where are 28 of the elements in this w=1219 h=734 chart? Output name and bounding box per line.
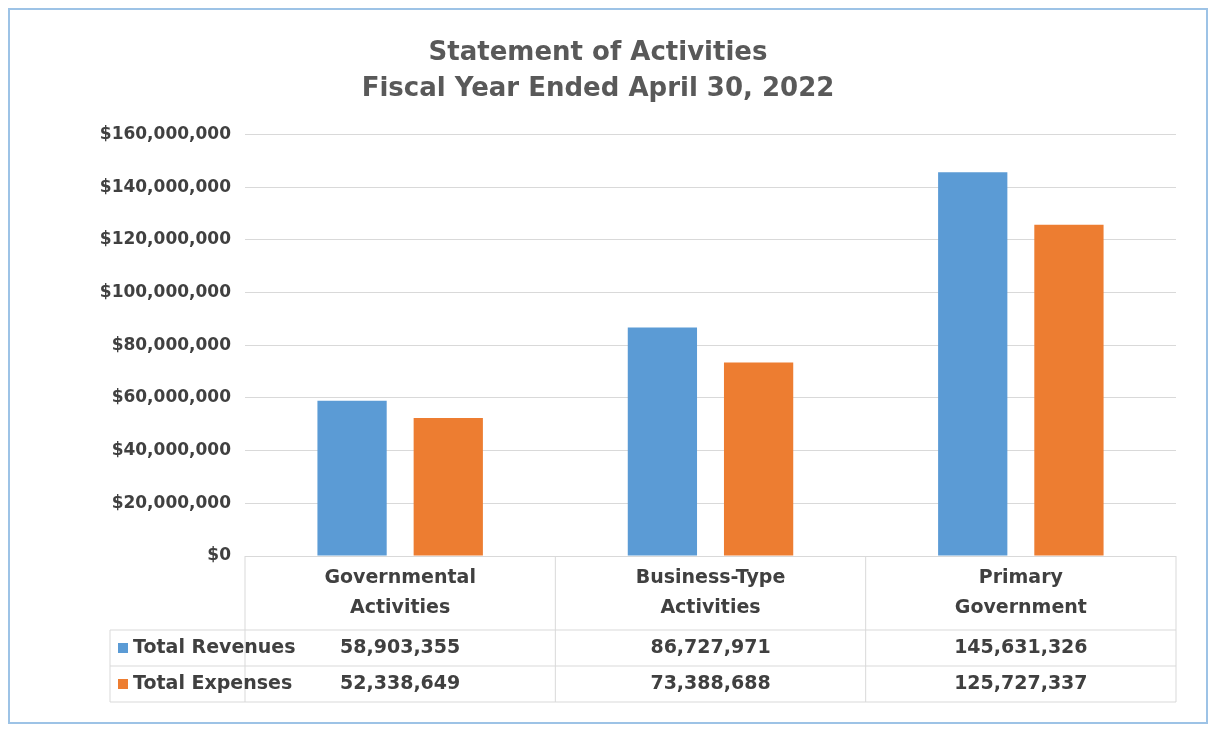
data-label: 125,727,337 [954,670,1088,693]
legend-label: Total Revenues [133,634,296,657]
y-tick-label: $160,000,000 [99,122,232,143]
y-tick-label: $0 [207,544,232,565]
chart-title: Statement of Activities [428,36,768,67]
bar [413,418,483,556]
y-tick-label: $40,000,000 [111,439,232,460]
data-label: 58,903,355 [340,634,461,657]
data-label: 52,338,649 [340,670,461,693]
y-tick-label: $140,000,000 [99,175,232,196]
bar [938,172,1008,556]
legend-label: Total Expenses [133,670,293,693]
chart-subtitle: Fiscal Year Ended April 30, 2022 [361,71,835,102]
x-tick-label: Business-Type Activities [635,564,786,617]
bar [1034,224,1104,556]
bar [627,327,698,556]
bar [723,362,794,556]
y-tick-label: $100,000,000 [99,280,232,301]
data-label: 145,631,326 [954,634,1088,657]
data-label: 73,388,688 [650,670,771,693]
y-tick-label: $60,000,000 [111,386,232,407]
x-tick-label: Primary Government [954,564,1087,617]
y-tick-label: $20,000,000 [111,491,232,512]
y-tick-label: $120,000,000 [99,228,232,249]
x-tick-label: Governmental Activities [324,564,476,617]
data-label: 86,727,971 [650,634,771,657]
bar [317,400,387,556]
y-tick-label: $80,000,000 [111,333,232,354]
